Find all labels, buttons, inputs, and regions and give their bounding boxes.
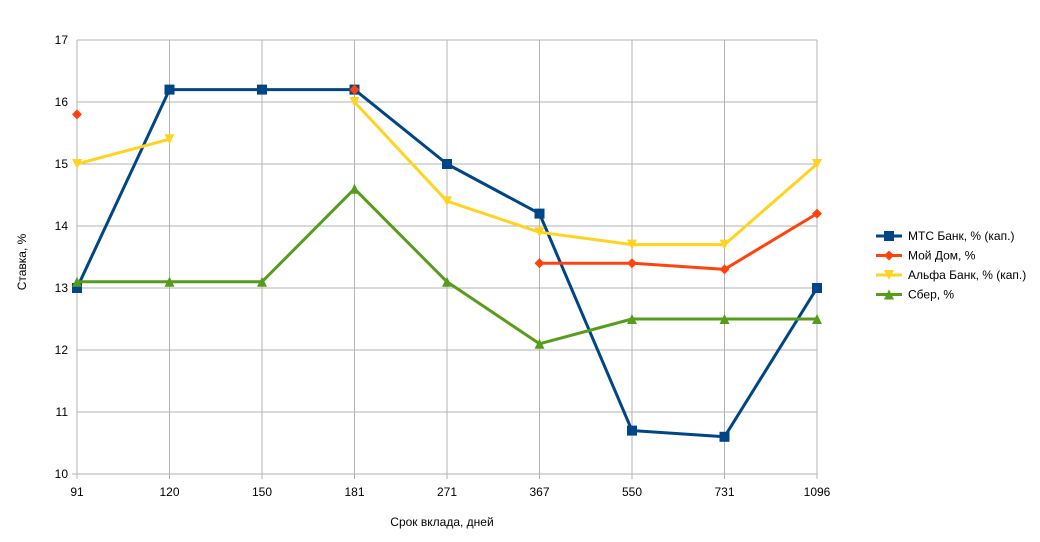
series-line-segment (445, 199, 541, 234)
data-point (719, 314, 730, 324)
legend-item: Альфа Банк, % (кап.) (876, 268, 1026, 282)
series-0 (72, 84, 822, 442)
y-tick-label: 12 (55, 343, 69, 357)
x-tick-label: 271 (437, 485, 457, 499)
legend-label: Сбер, % (908, 288, 954, 302)
series-line-segment (723, 286, 819, 439)
data-point (812, 159, 822, 169)
series-line-segment (538, 230, 634, 247)
legend-label: Мой Дом, % (908, 249, 976, 263)
y-tick-label: 14 (55, 219, 69, 233)
y-tick-label: 16 (55, 95, 69, 109)
data-point (812, 208, 822, 219)
series-line-segment (538, 317, 634, 346)
data-point (72, 283, 82, 293)
data-point (627, 425, 637, 436)
data-point (257, 84, 267, 95)
y-tick-label: 13 (55, 281, 69, 295)
data-point (719, 264, 730, 275)
y-tick-label: 11 (56, 405, 69, 419)
series-line-segment (630, 261, 726, 271)
series-line-segment (538, 212, 634, 433)
series-line-segment (630, 429, 726, 439)
data-point (534, 227, 545, 238)
data-point (719, 239, 730, 250)
data-point (164, 134, 175, 145)
data-point (627, 239, 637, 250)
series-line-segment (723, 212, 819, 271)
data-point (812, 283, 822, 293)
series-line-segment (445, 162, 541, 216)
y-tick-label: 10 (55, 467, 69, 481)
y-tick-label: 15 (55, 157, 69, 171)
data-point (534, 338, 545, 349)
x-axis-label: Срок вклада, дней (390, 515, 493, 529)
legend-item: Сбер, % (876, 288, 954, 302)
data-point (72, 276, 82, 287)
legend-item: Мой Дом, % (876, 249, 976, 263)
data-point (719, 431, 730, 442)
x-tick-label: 550 (622, 485, 642, 499)
series-line-segment (75, 137, 171, 166)
y-tick-label: 17 (55, 33, 69, 47)
series-group (72, 84, 822, 442)
legend-label: МТС Банк, % (кап.) (908, 229, 1014, 243)
legend: МТС Банк, % (кап.) Мой Дом, % Альфа Банк, … (876, 229, 1026, 302)
x-tick-label: 150 (252, 485, 272, 499)
data-point (72, 159, 82, 169)
x-tick-label: 181 (344, 485, 364, 499)
data-point (442, 159, 452, 169)
legend-marker (884, 231, 894, 241)
data-point (627, 258, 637, 269)
data-point (442, 276, 452, 287)
data-point (257, 276, 267, 287)
series-line-segment (445, 280, 541, 346)
y-axis-label: Ставка, % (15, 233, 29, 290)
data-point (627, 314, 637, 324)
series-line-segment (353, 88, 449, 166)
x-tick-label: 1096 (804, 485, 831, 499)
data-point (72, 109, 82, 120)
series-line-segment (75, 88, 171, 290)
data-point (349, 84, 360, 95)
grid (72, 39, 818, 479)
legend-item: МТС Банк, % (кап.) (876, 229, 1014, 243)
x-tick-label: 367 (529, 485, 549, 499)
legend-marker (884, 289, 894, 300)
series-line-segment (353, 100, 449, 203)
x-tick-label: 731 (714, 485, 734, 499)
series-3 (72, 183, 822, 349)
data-point (164, 84, 175, 95)
data-point (534, 208, 545, 219)
x-tick-labels: 91 120 150 181 271 367 550 731 1096 (70, 485, 830, 499)
series-line-segment (353, 187, 449, 284)
series-2 (72, 97, 822, 250)
legend-label: Альфа Банк, % (кап.) (908, 268, 1026, 282)
x-tick-label: 91 (70, 485, 84, 499)
x-tick-label: 120 (159, 485, 179, 499)
series-line-segment (260, 187, 356, 284)
data-point (534, 258, 545, 269)
data-point (349, 183, 360, 194)
data-point (442, 196, 452, 207)
data-point (164, 276, 175, 287)
y-tick-labels: 10 11 12 13 14 15 16 17 (55, 33, 69, 481)
data-point (812, 314, 822, 324)
legend-marker (884, 250, 894, 261)
data-point (349, 97, 360, 107)
series-line-segment (723, 162, 819, 247)
series-1 (72, 84, 822, 275)
legend-marker (884, 270, 894, 280)
